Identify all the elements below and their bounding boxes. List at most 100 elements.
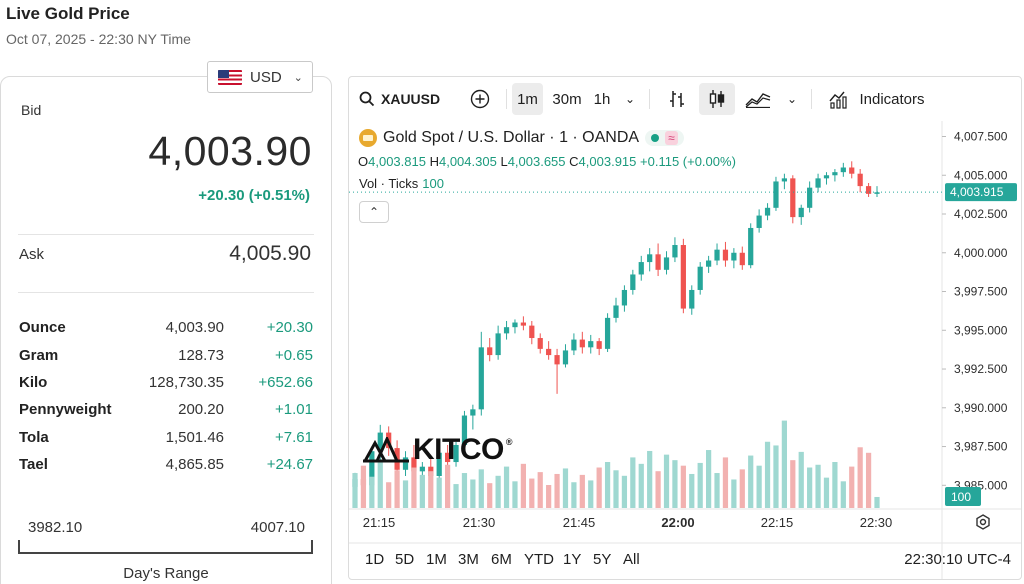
unit-change: +0.65 <box>275 346 313 364</box>
interval-30m[interactable]: 30m <box>552 90 582 108</box>
candle-body <box>663 257 670 270</box>
symbol-search[interactable]: XAUUSD <box>359 83 445 115</box>
range-5d-button[interactable]: 5D <box>395 551 415 568</box>
volume-bar <box>554 473 560 508</box>
volume-bar <box>773 445 779 508</box>
kitco-wordmark: KITCO <box>413 433 504 466</box>
volume-bar <box>874 496 880 508</box>
interval-1m[interactable]: 1m <box>512 83 543 115</box>
candle-body <box>689 289 695 309</box>
candle-body <box>756 215 762 228</box>
volume-bar <box>470 479 476 508</box>
candle-body <box>529 325 535 339</box>
candle-body <box>453 444 459 463</box>
range-6m-button[interactable]: 6M <box>491 551 512 568</box>
gear-icon[interactable] <box>976 514 990 530</box>
candle-body <box>748 227 754 266</box>
candle-body <box>604 317 611 349</box>
volume-bar <box>630 457 636 508</box>
symbol-label: XAUUSD <box>381 91 441 107</box>
range-3m-button[interactable]: 3M <box>458 551 479 568</box>
candle-body <box>638 262 644 275</box>
volume-bar <box>419 474 425 508</box>
candle-body <box>874 192 880 194</box>
candle-body <box>369 451 375 486</box>
range-ytd-button[interactable]: YTD <box>524 551 554 568</box>
volume-bar <box>495 475 501 508</box>
indicators-label: Indicators <box>859 90 925 108</box>
range-1m-button[interactable]: 1M <box>426 551 447 568</box>
range-1y-button[interactable]: 1Y <box>563 551 582 568</box>
chart-legend-title: Gold Spot / U.S. Dollar · 1 · OANDA ≈ <box>359 129 684 147</box>
y-tick-label: 3,987.500 <box>954 440 1008 454</box>
chart-panel: XAUUSD 1m 30m 1h ⌄ ⌄ Indicators 4,007.5 <box>348 76 1022 580</box>
candle-body <box>512 322 518 328</box>
unit-value: 4,003.90 <box>165 319 224 337</box>
bar-style-button[interactable] <box>663 83 691 115</box>
unit-name: Kilo <box>19 373 48 391</box>
kitco-logo: KITCO ® <box>363 433 512 467</box>
volume-bar <box>638 463 644 508</box>
unit-table: Ounce 4,003.90 +20.30 Gram 128.73 +0.65 Kilo… <box>19 314 315 478</box>
unit-name: Pennyweight <box>19 401 112 419</box>
unit-change: +1.01 <box>275 401 313 419</box>
unit-value: 1,501.46 <box>165 428 224 446</box>
volume-bar <box>756 465 762 508</box>
volume-legend: Vol · Ticks 100 <box>359 176 444 191</box>
candle-body <box>647 254 653 263</box>
range-5y-button[interactable]: 5Y <box>593 551 612 568</box>
divider <box>18 234 314 235</box>
close-value: 4,003.915 <box>578 154 637 169</box>
candle-body <box>815 178 821 188</box>
unit-change: +24.67 <box>266 456 313 474</box>
unit-change: +20.30 <box>266 319 313 337</box>
last-price-badge <box>945 183 1017 202</box>
volume-bar <box>436 477 442 508</box>
market-status-badge[interactable]: ≈ <box>645 130 684 146</box>
candle-body <box>546 348 552 356</box>
volume-bar <box>748 455 754 508</box>
candle-body <box>419 466 425 472</box>
chart-clock[interactable]: 22:30:10 UTC-4 <box>904 551 1011 568</box>
indicators-button[interactable]: Indicators <box>825 83 929 115</box>
registered-mark: ® <box>505 437 513 447</box>
interval-dropdown[interactable]: ⌄ <box>621 83 639 115</box>
x-tick-label: 21:30 <box>463 515 496 530</box>
volume-bar <box>394 470 400 508</box>
volume-bar <box>815 464 821 508</box>
collapse-legend-button[interactable]: ⌃ <box>359 201 389 223</box>
y-tick-label: 3,990.000 <box>954 401 1008 415</box>
compare-button[interactable] <box>467 83 493 115</box>
volume-bar <box>680 465 686 508</box>
volume-bar <box>461 473 468 508</box>
unit-value: 4,865.85 <box>165 456 224 474</box>
volume-bar <box>832 462 838 508</box>
high-value: 4,004.305 <box>438 154 497 169</box>
candle-body <box>672 245 678 258</box>
ohlc-readout: O4,003.815 H4,004.305 L4,003.655 C4,003.… <box>358 154 736 169</box>
candle-body <box>596 341 602 349</box>
style-dropdown[interactable]: ⌄ <box>783 83 801 115</box>
volume-bar <box>663 454 670 508</box>
candle-body <box>503 327 510 334</box>
range-all-button[interactable]: All <box>623 551 640 568</box>
candle-body <box>487 347 493 356</box>
unit-name: Tola <box>19 428 49 446</box>
price-panel <box>0 76 332 584</box>
page-title: Live Gold Price <box>6 4 130 23</box>
day-range-low: 3982.10 <box>28 519 83 536</box>
day-range-bar <box>18 540 313 554</box>
area-style-button[interactable] <box>743 83 773 115</box>
volume-bar <box>697 462 703 508</box>
currency-select[interactable]: USD ⌄ <box>207 61 313 93</box>
price-chart[interactable]: 4,007.500 4,005.000 4,002.500 4,000.000 3,99… <box>349 77 1022 580</box>
range-1d-button[interactable]: 1D <box>365 551 385 568</box>
candles-style-button[interactable] <box>699 83 735 115</box>
volume-value: 100 <box>422 176 444 191</box>
candle-body <box>520 322 526 326</box>
low-label: L <box>500 154 508 169</box>
candle-body <box>840 167 846 173</box>
interval-1h[interactable]: 1h <box>593 90 611 108</box>
volume-bar <box>672 460 678 508</box>
x-tick-label: 22:30 <box>860 515 893 530</box>
